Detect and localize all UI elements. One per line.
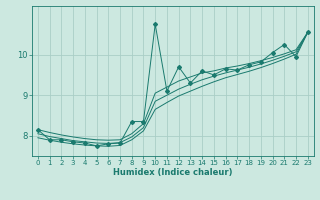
X-axis label: Humidex (Indice chaleur): Humidex (Indice chaleur) bbox=[113, 168, 233, 177]
